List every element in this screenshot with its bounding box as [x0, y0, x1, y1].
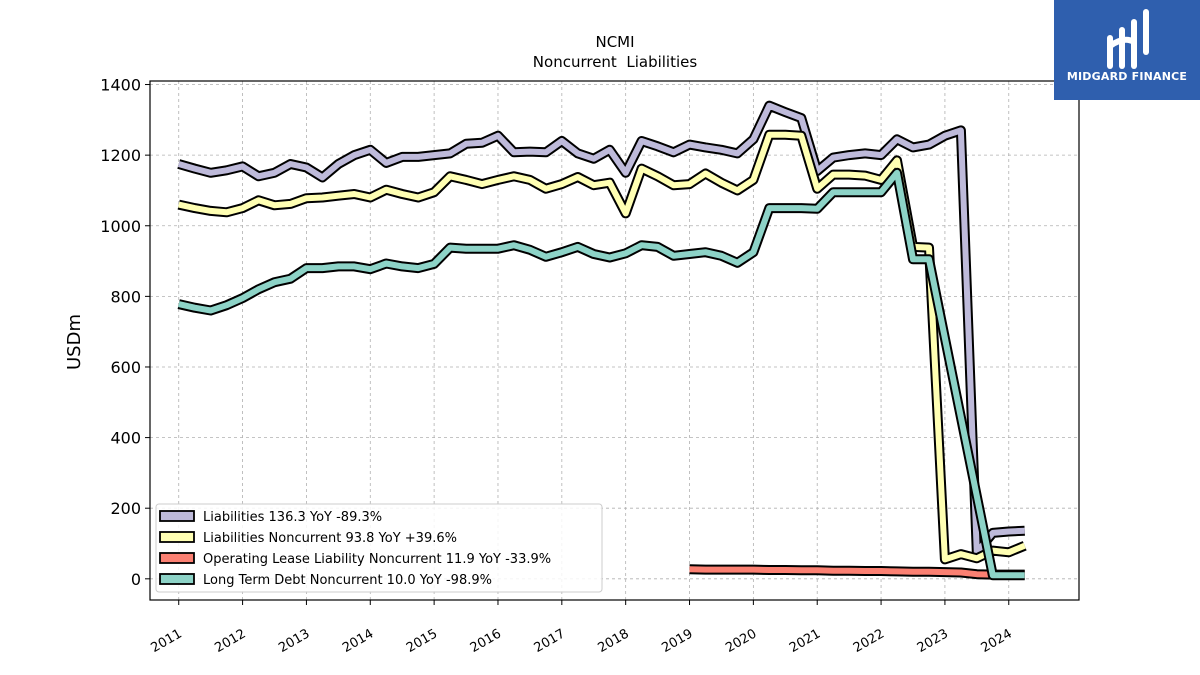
plot-frame	[149, 80, 1080, 601]
y-tick-label: 800	[110, 287, 141, 306]
legend-swatch	[159, 552, 195, 564]
chart-subtitle: Noncurrent Liabilities	[533, 53, 698, 71]
legend-swatch	[159, 531, 195, 543]
brand-logo: MIDGARD FINANCE	[1054, 0, 1200, 100]
legend-box	[155, 503, 603, 593]
y-tick-label: 1000	[100, 217, 141, 236]
legend-label: Liabilities Noncurrent 93.8 YoY +39.6%	[203, 531, 457, 546]
legend-label: Liabilities 136.3 YoY -89.3%	[203, 510, 382, 525]
legend: Liabilities 136.3 YoY -89.3% Liabilities …	[155, 503, 603, 593]
brand-logo-text: MIDGARD FINANCE	[1066, 70, 1188, 83]
y-tick-label: 1200	[100, 146, 141, 165]
y-tick-label: 600	[110, 358, 141, 377]
y-tick-label: 400	[110, 429, 141, 448]
legend-label: Operating Lease Liability Noncurrent 11.…	[203, 552, 551, 567]
series-line-2	[689, 566, 1025, 578]
y-axis-label: USDm	[64, 314, 85, 370]
y-tick-label: 200	[110, 499, 141, 518]
y-tick-label: 1400	[100, 76, 141, 95]
series-lines	[177, 100, 1027, 581]
legend-swatch	[159, 573, 195, 585]
midgard-finance-logo-icon	[1107, 9, 1149, 69]
chart-title: NCMI	[595, 33, 634, 51]
series-line-0	[177, 102, 1025, 556]
series-line-3	[178, 169, 1025, 579]
legend-label: Long Term Debt Noncurrent 10.0 YoY -98.9…	[203, 573, 492, 588]
y-tick-label: 0	[131, 570, 141, 589]
legend-swatch	[159, 510, 195, 522]
series-line-1	[178, 131, 1026, 563]
